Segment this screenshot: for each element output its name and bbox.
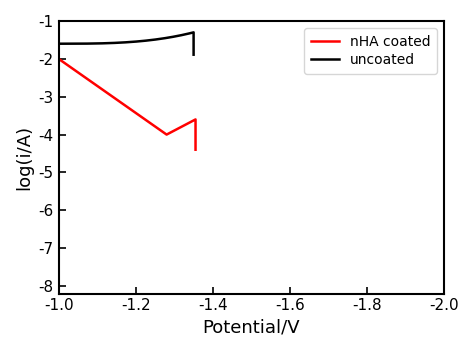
nHA coated (74, 70, 80, 74)
nHA coated (56, 57, 62, 61)
Legend: nHA coated, uncoated: nHA coated, uncoated (304, 28, 437, 74)
Line: nHA coated: nHA coated (59, 59, 290, 284)
nHA coated (147, 121, 153, 125)
uncoated (56, 42, 62, 46)
Line: uncoated: uncoated (59, 32, 193, 55)
Y-axis label: log(i/A): log(i/A) (15, 125, 33, 190)
X-axis label: Potential/V: Potential/V (202, 319, 300, 337)
uncoated (158, 37, 164, 41)
uncoated (124, 40, 130, 44)
